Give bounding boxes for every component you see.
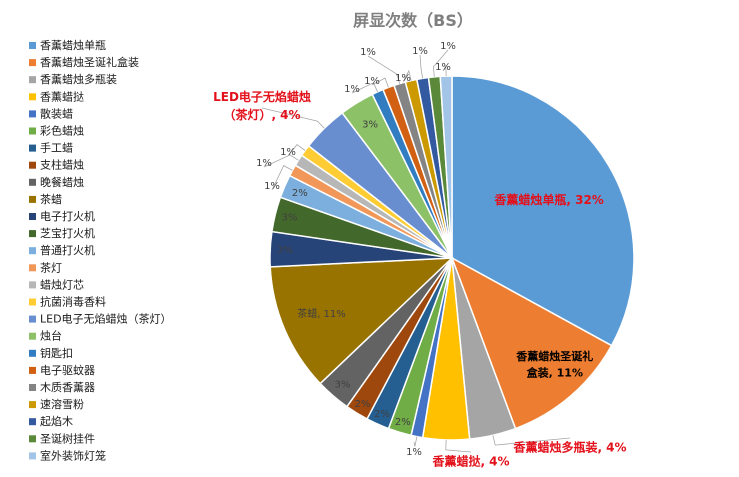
data-label-18: 3%: [362, 120, 378, 131]
data-labels: 香薰蜡烛单瓶, 32% 香薰蜡烛圣诞礼盒装, 11% 香薰蜡烛多瓶装, 4%香薰蜡挞…: [213, 41, 626, 469]
legend-entry-19: 钥匙扣: [40, 346, 73, 360]
legend-swatch-25: [29, 452, 36, 460]
legend-entry-1: 香薰蜡烛单瓶: [40, 38, 106, 52]
legend-swatch-19: [29, 349, 36, 357]
legend-entry-6: 彩色蜡烛: [40, 124, 84, 138]
data-label-6: 2%: [395, 417, 411, 428]
legend-entry-5: 散装蜡: [40, 106, 73, 120]
data-label-3: 香薰蜡烛多瓶装, 4%: [512, 440, 626, 455]
leader-line-24: [432, 49, 449, 77]
legend-swatch-12: [29, 230, 36, 238]
legend-entry-15: 蜡烛灯芯: [40, 277, 84, 291]
legend-swatch-23: [29, 418, 36, 426]
chart-title: 屏显次数（BS）: [353, 11, 473, 30]
legend-entry-4: 香薰蜡挞: [40, 89, 84, 103]
data-label-19: 1%: [344, 84, 360, 95]
legend-entry-10: 茶蜡: [40, 193, 62, 206]
leader-line-20: [371, 77, 389, 88]
slice-2: [450, 256, 613, 430]
legend-swatch-11: [29, 213, 36, 220]
data-label-4: 香薰蜡挞, 4%: [431, 454, 509, 469]
leader-line-4: [445, 439, 472, 453]
legend-swatch-4: [29, 93, 36, 101]
legend: 香薰蜡烛单瓶香薰蜡烛圣诞礼盒装香薰蜡烛多瓶装香薰蜡挞散装蜡彩色蜡烛手工蜡支柱蜡烛…: [29, 38, 172, 462]
data-label-24: 1%: [440, 41, 456, 52]
legend-entry-20: 电子驱蚊器: [40, 363, 95, 377]
legend-swatch-10: [29, 195, 36, 203]
data-label-5: 1%: [406, 447, 422, 458]
pie-slices: [269, 75, 635, 441]
legend-entry-13: 普通打火机: [40, 243, 95, 257]
legend-swatch-21: [29, 384, 36, 391]
data-label-9: 3%: [335, 380, 351, 391]
legend-swatch-2: [29, 59, 36, 67]
data-label-7: 2%: [374, 409, 390, 420]
data-label-22: 1%: [395, 73, 411, 84]
data-label-2: 香薰蜡烛圣诞礼盒装, 11%: [515, 349, 593, 380]
leader-line-16: [287, 144, 306, 157]
leader-line-25: [442, 64, 447, 77]
legend-swatch-3: [29, 76, 36, 84]
legend-swatch-8: [29, 161, 36, 169]
data-label-17: LED电子无焰蜡烛（茶灯）, 4%: [213, 88, 311, 121]
legend-swatch-24: [29, 435, 36, 443]
legend-swatch-16: [29, 298, 36, 306]
legend-swatch-15: [29, 281, 36, 289]
leader-line-5: [413, 436, 418, 447]
legend-swatch-9: [29, 178, 36, 186]
data-label-11: 3%: [277, 245, 293, 256]
legend-swatch-14: [29, 264, 36, 272]
legend-entry-9: 晚餐蜡烛: [40, 175, 84, 189]
data-label-13: 2%: [292, 188, 308, 199]
data-label-8: 2%: [355, 399, 371, 410]
legend-swatch-5: [29, 110, 36, 118]
data-label-12: 3%: [282, 213, 298, 224]
legend-entry-11: 电子打火机: [40, 209, 95, 223]
data-label-15: 1%: [256, 158, 272, 169]
legend-entry-22: 速溶雪粉: [40, 397, 84, 411]
slice-1: [451, 75, 635, 347]
leader-line-22: [402, 69, 412, 83]
legend-entry-25: 室外装饰灯笼: [40, 448, 106, 462]
leader-line-23: [419, 54, 424, 79]
data-label-16: 1%: [280, 147, 296, 158]
data-label-20: 1%: [364, 76, 380, 87]
legend-swatch-1: [29, 42, 36, 49]
legend-swatch-20: [29, 366, 36, 374]
leader-line-21: [367, 55, 401, 84]
legend-entry-3: 香薰蜡烛多瓶装: [40, 72, 117, 86]
legend-entry-8: 支柱蜡烛: [40, 158, 84, 172]
legend-entry-14: 茶灯: [40, 261, 62, 274]
legend-entry-12: 芝宝打火机: [40, 226, 95, 240]
data-label-25: 1%: [435, 62, 451, 73]
data-label-1: 香薰蜡烛单瓶, 32%: [493, 192, 603, 207]
leader-line-17: [261, 107, 325, 129]
leader-line-15: [263, 154, 299, 168]
data-label-21: 1%: [360, 47, 376, 58]
legend-entry-24: 圣诞树挂件: [40, 431, 95, 445]
leader-lines: [261, 49, 571, 453]
legend-swatch-13: [29, 247, 36, 255]
legend-entry-21: 木质香薰器: [40, 380, 95, 394]
legend-entry-16: 抗菌消毒香料: [40, 295, 106, 309]
leader-line-3: [492, 435, 571, 446]
legend-swatch-7: [29, 144, 36, 152]
legend-entry-17: LED电子无焰蜡烛（茶灯）: [40, 312, 172, 326]
legend-swatch-6: [29, 127, 36, 135]
legend-swatch-17: [29, 315, 36, 323]
slice-10: [269, 257, 454, 385]
legend-entry-2: 香薰蜡烛圣诞礼盒装: [40, 55, 139, 69]
legend-entry-23: 起焰木: [40, 414, 73, 428]
data-label-23: 1%: [412, 46, 428, 57]
legend-swatch-18: [29, 332, 36, 340]
data-label-10: 茶蜡, 11%: [297, 307, 346, 320]
legend-entry-18: 烛台: [40, 329, 62, 343]
leader-line-19: [351, 82, 378, 94]
leader-line-14: [271, 165, 293, 191]
data-label-14: 1%: [264, 181, 280, 192]
legend-swatch-22: [29, 401, 36, 409]
legend-entry-7: 手工蜡: [40, 141, 73, 155]
